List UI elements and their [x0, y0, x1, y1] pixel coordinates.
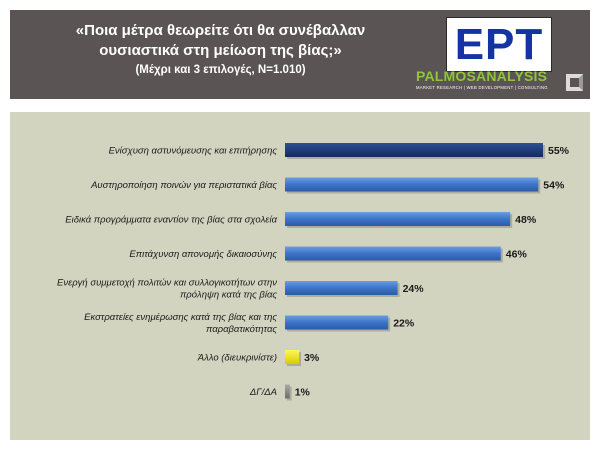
- category-label-2: Αυστηροποίηση ποινών για περιστατικά βία…: [90, 180, 277, 191]
- category-label-line: Ειδικά προγράμματα εναντίον της βίας στα…: [65, 215, 277, 226]
- category-label-6: Εκστρατείες ενημέρωσης κατά της βίας και…: [84, 312, 277, 335]
- value-label-6: 22%: [393, 318, 415, 330]
- value-label-4: 46%: [506, 249, 528, 261]
- chart-panel: 55% Ενίσχυση αστυνόμευσης και επιτήρησης 5…: [10, 112, 590, 440]
- header-banner: «Ποια μέτρα θεωρείτε ότι θα συνέβαλλαν ο…: [10, 10, 590, 99]
- category-label-line: Άλλο (διευκρινίστε): [197, 353, 277, 364]
- category-label-line: πρόληψη κατά της βίας: [180, 290, 277, 301]
- category-label-4: Επιτάχυνση απονομής δικαιοσύνης: [129, 249, 277, 260]
- bar-6: [285, 315, 389, 330]
- bar-2: [285, 177, 539, 192]
- category-label-line: Ενεργή συμμετοχή πολιτών και συλλογικοτή…: [57, 278, 277, 289]
- category-label-5: Ενεργή συμμετοχή πολιτών και συλλογικοτή…: [57, 278, 277, 301]
- chart-title: «Ποια μέτρα θεωρείτε ότι θα συνέβαλλαν ο…: [18, 21, 423, 61]
- palmos-brand-tagline: MARKET RESEARCH | WEB DEVELOPMENT | CONS…: [416, 85, 548, 90]
- bar-3: [285, 212, 511, 226]
- bar-4: [285, 246, 501, 261]
- value-label-7: 3%: [304, 352, 320, 364]
- category-label-line: ΔΓ/ΔΑ: [249, 387, 277, 398]
- ert-logo: ΕΡΤ: [446, 17, 552, 72]
- chart-subtitle: (Μέχρι και 3 επιλογές, Ν=1.010): [135, 64, 306, 76]
- chart-title-line-1: «Ποια μέτρα θεωρείτε ότι θα συνέβαλλαν: [75, 22, 366, 39]
- bar-8: [285, 384, 290, 399]
- value-label-8: 1%: [295, 387, 311, 399]
- category-label-1: Ενίσχυση αστυνόμευσης και επιτήρησης: [109, 146, 278, 157]
- bar-chart: 55% Ενίσχυση αστυνόμευσης και επιτήρησης 5…: [57, 143, 570, 401]
- category-label-3: Ειδικά προγράμματα εναντίον της βίας στα…: [65, 215, 277, 226]
- bar-7: [285, 350, 300, 364]
- title-block: «Ποια μέτρα θεωρείτε ότι θα συνέβαλλαν ο…: [18, 21, 423, 78]
- category-label-8: ΔΓ/ΔΑ: [249, 387, 277, 398]
- category-label-line: Εκστρατείες ενημέρωσης κατά της βίας και…: [84, 312, 277, 323]
- bar-1: [285, 143, 543, 157]
- category-label-line: Αυστηροποίηση ποινών για περιστατικά βία…: [90, 180, 277, 191]
- ert-logo-text: ΕΡΤ: [454, 19, 544, 69]
- chart-title-line-2: ουσιαστικά στη μείωση της βίας;»: [99, 42, 342, 59]
- category-label-7: Άλλο (διευκρινίστε): [197, 353, 277, 364]
- value-label-2: 54%: [543, 180, 565, 192]
- value-label-5: 24%: [403, 283, 425, 295]
- category-label-line: Ενίσχυση αστυνόμευσης και επιτήρησης: [109, 146, 278, 157]
- palmos-square-mark-icon: [566, 74, 583, 91]
- palmos-analysis-logo: PALMOSANALYSIS MARKET RESEARCH | WEB DEV…: [416, 68, 564, 90]
- bar-5: [285, 281, 398, 295]
- value-label-3: 48%: [515, 214, 537, 226]
- category-label-line: Επιτάχυνση απονομής δικαιοσύνης: [129, 249, 277, 260]
- value-label-1: 55%: [548, 145, 570, 157]
- palmos-brand-name: PALMOSANALYSIS: [416, 68, 548, 84]
- category-label-line: παραβατικότητας: [206, 324, 277, 335]
